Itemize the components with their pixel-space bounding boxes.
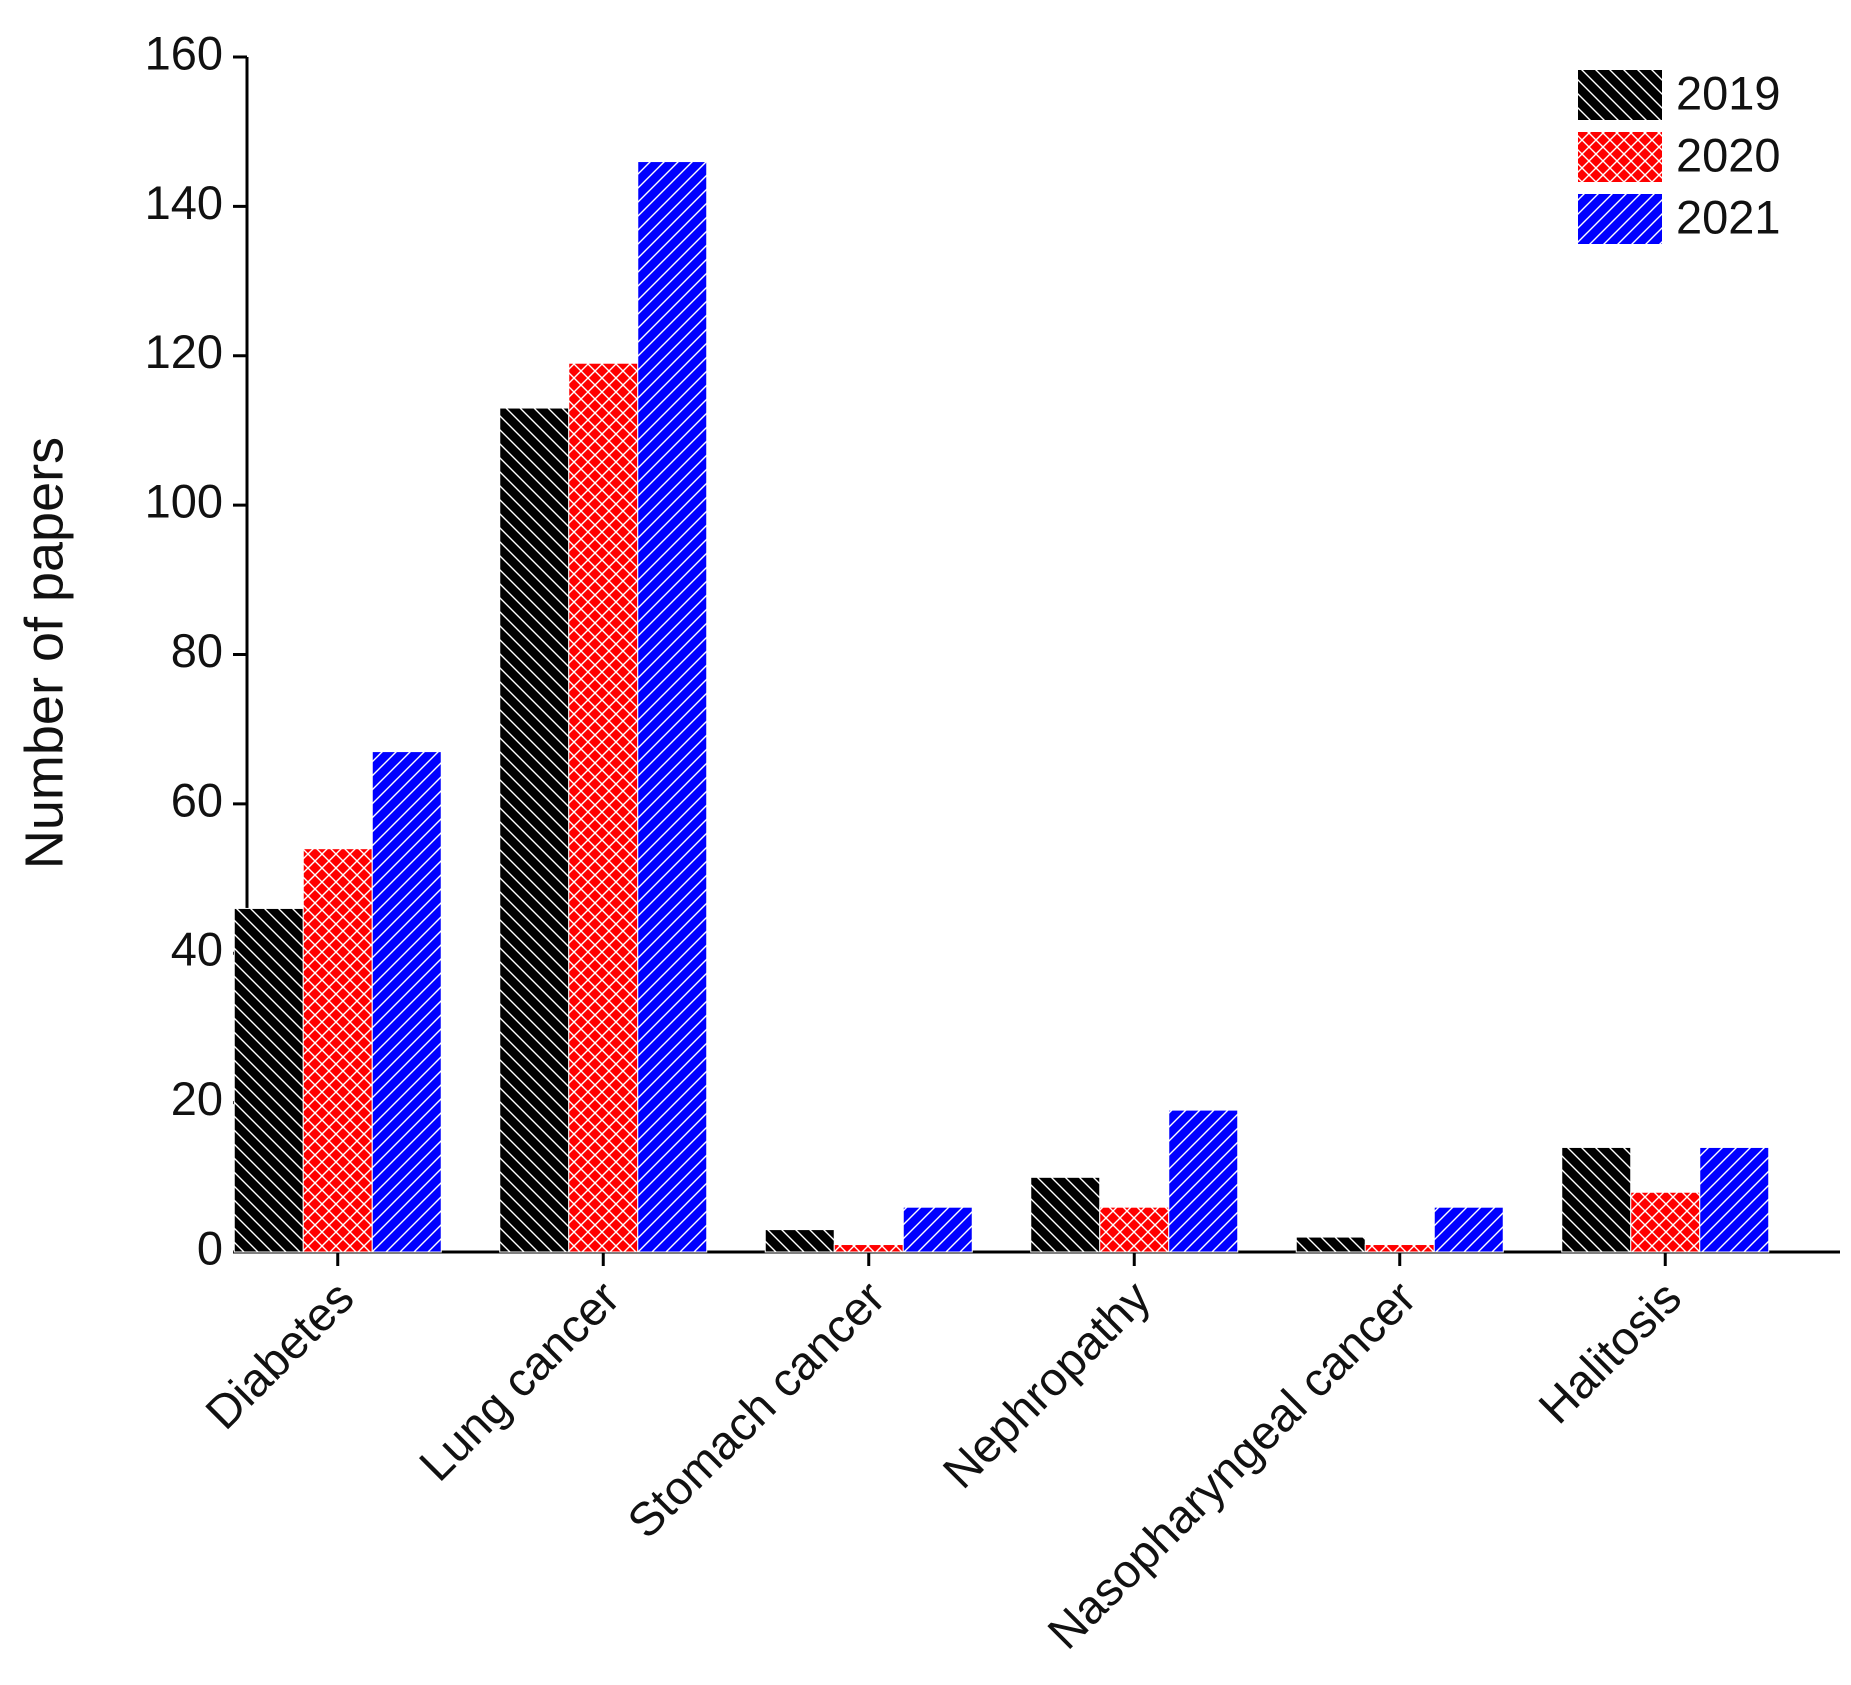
bar <box>637 161 708 1253</box>
legend-label: 2020 <box>1676 128 1781 181</box>
bar <box>902 1206 973 1253</box>
bar <box>499 407 570 1253</box>
x-tick-label: Diabetes <box>195 1270 364 1439</box>
bar <box>371 751 442 1253</box>
y-tick-label: 40 <box>171 923 223 976</box>
x-tick-label: Halitosis <box>1528 1270 1691 1433</box>
x-tick-label: Nephropathy <box>932 1270 1160 1498</box>
bar <box>1295 1236 1366 1253</box>
y-axis-title: Number of papers <box>14 437 74 869</box>
y-tick-label: 120 <box>145 325 223 378</box>
y-tick-label: 140 <box>145 176 223 229</box>
bar <box>1433 1206 1504 1253</box>
legend-swatch <box>1578 194 1662 244</box>
y-tick-label: 160 <box>145 26 223 79</box>
y-tick-label: 20 <box>171 1072 223 1125</box>
bar <box>833 1244 904 1253</box>
y-tick-label: 100 <box>145 475 223 528</box>
y-tick-label: 0 <box>197 1221 223 1274</box>
bar <box>1030 1176 1101 1253</box>
bar <box>1561 1146 1632 1253</box>
bar <box>1364 1244 1435 1253</box>
bar <box>1168 1109 1239 1253</box>
legend-swatch <box>1578 70 1662 120</box>
x-tick-label: Lung cancer <box>409 1270 629 1490</box>
legend-label: 2019 <box>1676 66 1781 119</box>
bar <box>233 907 304 1253</box>
legend-label: 2021 <box>1676 190 1781 243</box>
y-tick-label: 60 <box>171 773 223 826</box>
bar <box>1630 1191 1701 1253</box>
legend-swatch <box>1578 132 1662 182</box>
x-tick-label: Stomach cancer <box>617 1270 895 1548</box>
y-tick-label: 80 <box>171 624 223 677</box>
bar <box>1699 1146 1770 1253</box>
bar <box>1099 1206 1170 1253</box>
bar <box>568 362 639 1253</box>
bar <box>764 1229 835 1253</box>
bar <box>302 848 373 1253</box>
